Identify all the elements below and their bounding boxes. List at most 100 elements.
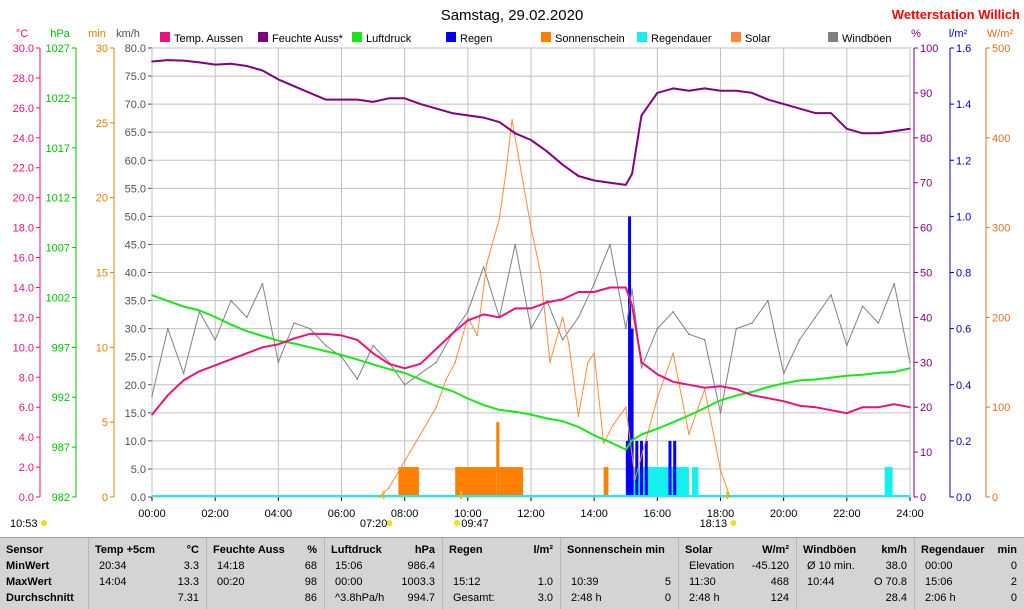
- data-point: [893, 130, 896, 132]
- legend-label: Regen: [460, 33, 492, 45]
- left-time-label: 10:53: [10, 518, 38, 530]
- temp-tick-label: 16.0: [13, 253, 34, 265]
- data-point: [568, 343, 570, 346]
- data-point: [198, 61, 201, 64]
- data-point: [230, 323, 232, 326]
- stats-cell-value: 2: [1010, 576, 1017, 588]
- pressure-tick-label: 1002: [46, 292, 70, 304]
- data-point: [419, 372, 422, 375]
- data-point: [151, 395, 153, 397]
- data-point: [672, 310, 674, 313]
- data-point: [166, 327, 169, 330]
- sunset-sun-icon: [730, 520, 737, 526]
- time-tick-label: 08:00: [391, 508, 419, 520]
- humidity-tick-label: 80: [920, 133, 932, 145]
- minutes-tick-label: 30: [96, 43, 108, 55]
- data-point: [624, 286, 627, 289]
- pressure-tick-label: 1027: [46, 43, 70, 55]
- data-point: [767, 299, 769, 302]
- data-point: [511, 119, 513, 121]
- data-point: [293, 342, 295, 345]
- legend-swatch: [160, 32, 170, 42]
- data-point: [830, 294, 832, 296]
- data-point: [735, 89, 738, 92]
- data-point: [830, 376, 832, 379]
- legend-swatch: [731, 32, 741, 42]
- data-point: [688, 333, 690, 336]
- data-point: [577, 175, 580, 177]
- data-point: [656, 373, 659, 376]
- data-point: [798, 107, 801, 110]
- data-point: [545, 299, 548, 302]
- data-point: [877, 322, 880, 324]
- data-point: [624, 184, 627, 186]
- data-point: [498, 217, 501, 220]
- data-point: [624, 327, 627, 330]
- data-point: [593, 291, 595, 293]
- minutes-tick-label: 5: [102, 417, 108, 429]
- data-point: [846, 412, 848, 414]
- data-point: [688, 89, 690, 92]
- series-line-solar: [379, 119, 731, 498]
- data-point: [340, 355, 343, 358]
- stats-column-header: Feuchte Auss: [213, 544, 285, 556]
- data-point: [151, 413, 153, 416]
- temp-tick-label: 22.0: [13, 163, 34, 175]
- wind-tick-label: 70.0: [125, 99, 146, 111]
- temp-unit-label: °C: [16, 28, 28, 40]
- data-point: [814, 378, 817, 381]
- humidity-tick-label: 100: [920, 43, 938, 55]
- data-point: [909, 367, 911, 369]
- data-point: [372, 344, 374, 347]
- stats-cell-label: 14:04: [99, 576, 127, 588]
- data-point: [378, 496, 381, 498]
- rain-tick-label: 1.6: [956, 43, 971, 55]
- row-label-min: MinWert: [6, 560, 50, 572]
- legend-swatch: [352, 32, 362, 42]
- stats-cell-value: 7.31: [177, 592, 199, 604]
- data-point: [751, 391, 753, 393]
- solar-tick-label: 500: [992, 43, 1010, 55]
- data-point: [467, 114, 469, 117]
- wind-tick-label: 65.0: [125, 127, 146, 139]
- stats-column: Temp +5cm °C 20:34 3.3 14:04 13.3 7.31: [88, 538, 205, 609]
- rain-tick-label: 0.8: [956, 268, 971, 280]
- sunshine-bar: [455, 467, 497, 497]
- data-point: [798, 404, 801, 407]
- data-point: [656, 427, 659, 430]
- data-point: [782, 400, 785, 403]
- stats-cell-value: 0: [664, 592, 671, 604]
- data-point: [830, 112, 832, 114]
- stats-cell-label: Gesamt:: [453, 592, 495, 604]
- data-point: [182, 372, 185, 375]
- stats-column: Feuchte Auss% 14:18 68 00:20 98 86: [206, 538, 323, 609]
- data-point: [561, 163, 564, 166]
- data-point: [476, 334, 479, 337]
- data-point: [656, 397, 659, 400]
- temp-tick-label: 6.0: [19, 402, 34, 414]
- pressure-tick-label: 1012: [46, 193, 70, 205]
- data-point: [877, 372, 880, 374]
- data-point: [245, 352, 248, 355]
- chart-title: Samstag, 29.02.2020: [441, 7, 584, 24]
- stats-cell-value: 68: [304, 560, 317, 572]
- temp-tick-label: 28.0: [13, 73, 34, 85]
- time-tick-label: 02:00: [201, 508, 229, 520]
- stats-cell-label: 00:20: [217, 576, 245, 588]
- stats-cell-value: 994.7: [407, 592, 435, 604]
- legend-label: Solar: [745, 33, 771, 45]
- humidity-tick-label: 60: [920, 223, 932, 235]
- data-point: [561, 420, 564, 423]
- data-point: [719, 89, 722, 92]
- stats-cell-value: 1003.3: [401, 576, 435, 588]
- legend-swatch: [828, 32, 838, 42]
- wind-tick-label: 55.0: [125, 183, 146, 195]
- data-point: [688, 383, 690, 386]
- wind-tick-label: 25.0: [125, 352, 146, 364]
- series-line-windb-en: [151, 243, 911, 414]
- solar-tick-label: 0: [992, 492, 998, 504]
- data-point: [388, 362, 390, 365]
- data-point: [549, 361, 551, 364]
- data-point: [751, 394, 753, 397]
- data-point: [631, 288, 633, 291]
